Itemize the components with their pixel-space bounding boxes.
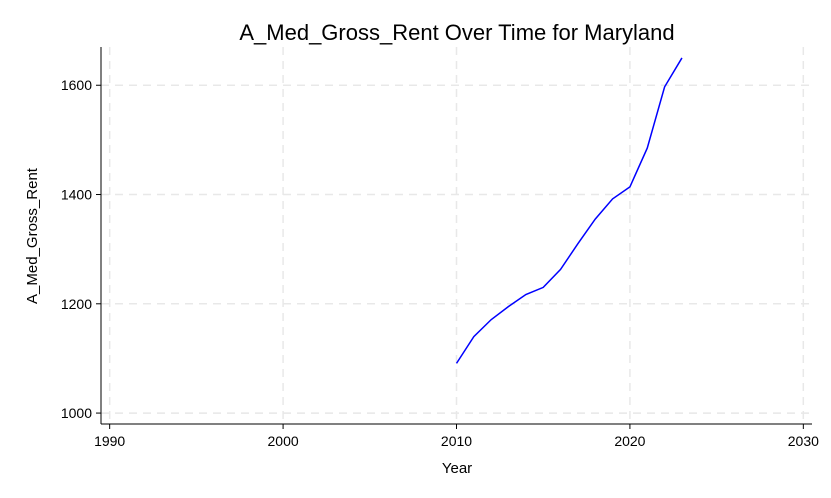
series-line — [455, 57, 683, 364]
y-tick-label: 1200 — [61, 296, 92, 312]
x-tick-label: 2030 — [788, 433, 819, 449]
x-tick-label: 1990 — [94, 433, 125, 449]
chart-title: A_Med_Gross_Rent Over Time for Maryland — [239, 20, 674, 45]
series — [455, 57, 683, 364]
x-tick-label: 2020 — [614, 433, 645, 449]
x-tick-label: 2000 — [268, 433, 299, 449]
y-tick-label: 1000 — [61, 405, 92, 421]
y-tick-label: 1600 — [61, 77, 92, 93]
y-axis-label: A_Med_Gross_Rent — [24, 167, 41, 304]
grid — [101, 47, 812, 424]
x-tick-label: 2010 — [441, 433, 472, 449]
x-axis-label: Year — [442, 460, 472, 477]
ticks: 1990 2000 2010 2020 2030 1000 1200 1400 1600 — [61, 77, 819, 449]
y-tick-label: 1400 — [61, 187, 92, 203]
